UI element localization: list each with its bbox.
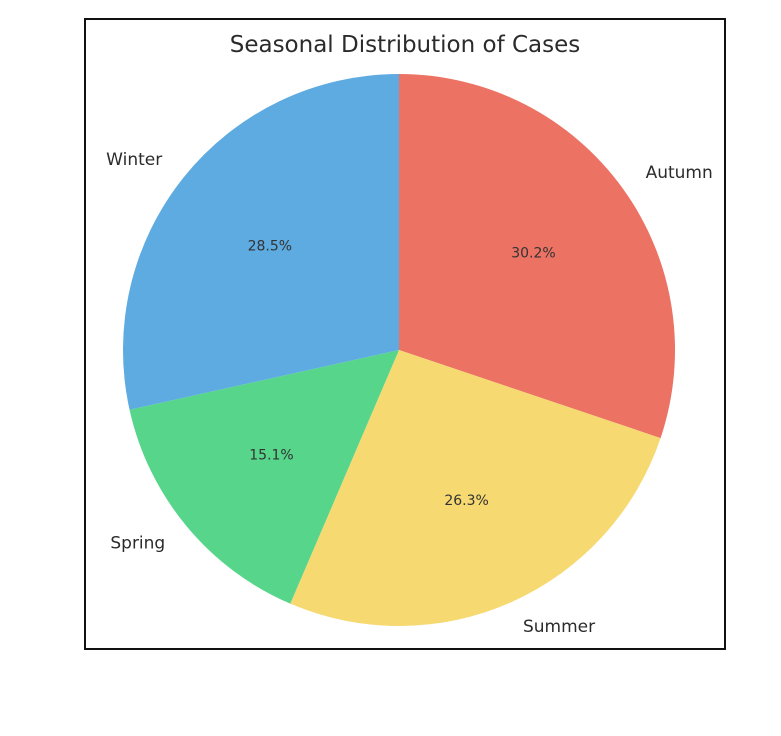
- chart-figure: Seasonal Distribution of Cases Autumn 30.…: [84, 18, 726, 650]
- percent-label-summer: 26.3%: [444, 493, 488, 509]
- slice-label-winter: Winter: [106, 150, 162, 170]
- pie-slice-summer: [290, 350, 661, 626]
- pie-slice-spring: [129, 350, 399, 604]
- pie-slice-autumn: [399, 74, 675, 439]
- slice-label-autumn: Autumn: [646, 163, 713, 183]
- pie-chart: Autumn 30.2% Summer 26.3% Spring 15.1% Winter 2…: [106, 74, 713, 637]
- pie-slice-winter: [122, 74, 399, 410]
- chart-title: Seasonal Distribution of Cases: [229, 32, 581, 58]
- percent-label-spring: 15.1%: [249, 448, 293, 464]
- slice-label-spring: Spring: [110, 534, 165, 554]
- slice-label-summer: Summer: [523, 617, 595, 637]
- percent-label-autumn: 30.2%: [511, 245, 555, 261]
- percent-label-winter: 28.5%: [248, 238, 292, 254]
